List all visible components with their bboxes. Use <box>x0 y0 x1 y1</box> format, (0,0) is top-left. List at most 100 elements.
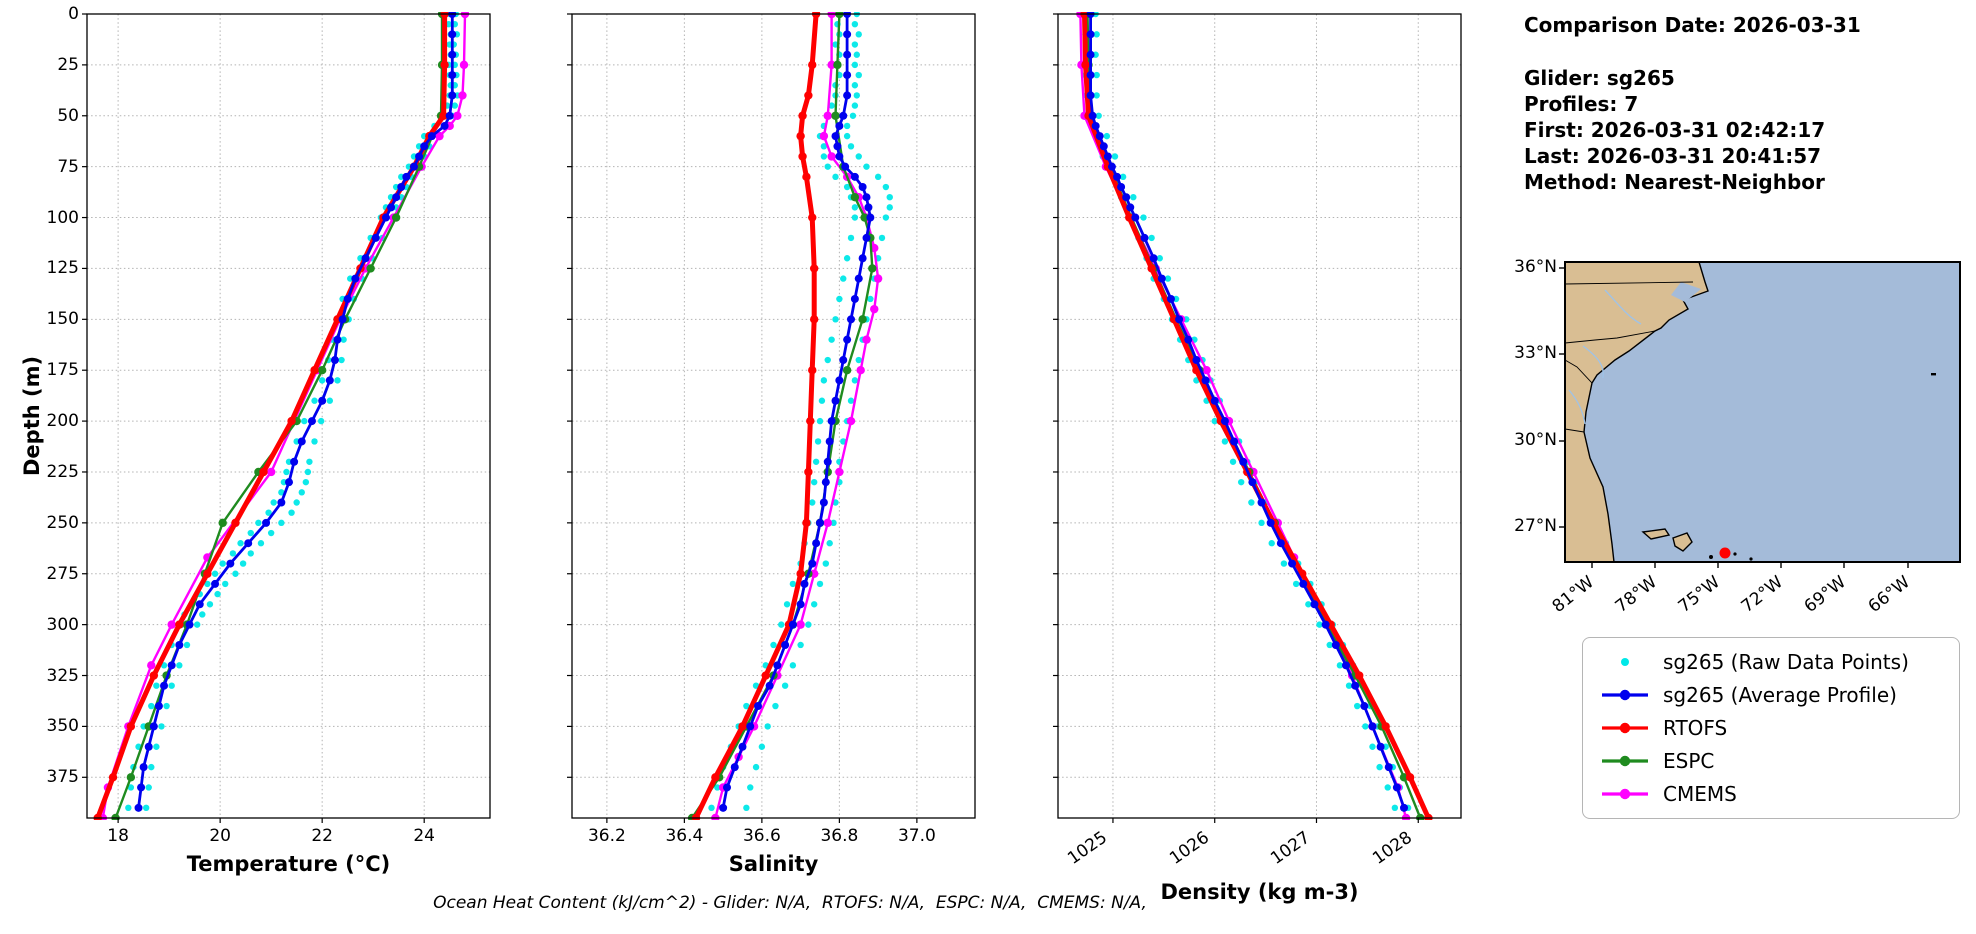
x-tick-label: 20 <box>209 826 231 846</box>
plot-frame <box>571 13 976 819</box>
map-lon-label: 81°W <box>1548 572 1598 617</box>
map-state-border-2 <box>1564 330 1656 344</box>
map-state-border-3 <box>1564 359 1593 384</box>
legend-marker-line <box>1602 722 1648 734</box>
x-tick-label: 36.8 <box>820 826 859 846</box>
map-river-3 <box>1568 389 1586 425</box>
y-tick-label: 375 <box>46 767 79 788</box>
legend-marker-line <box>1602 755 1648 767</box>
first-profile-text: First: 2026-03-31 02:42:17 <box>1524 118 1826 142</box>
map-river-2 <box>1582 345 1604 379</box>
x-tick-label: 24 <box>413 826 435 846</box>
map-island-grand-bahama <box>1641 528 1671 540</box>
legend: sg265 (Raw Data Points) sg265 (Average Pr… <box>1582 637 1960 819</box>
map-island-speck-3 <box>1749 557 1753 561</box>
series-espc <box>687 12 877 820</box>
y-tick-label: 275 <box>46 563 79 584</box>
info-panel: Comparison Date: 2026-03-31 Glider: sg26… <box>1524 12 1861 195</box>
map-lon-label: 69°W <box>1800 572 1850 617</box>
y-tick-label: 25 <box>57 54 79 75</box>
last-profile-text: Last: 2026-03-31 20:41:57 <box>1524 144 1822 168</box>
x-tick-label: 18 <box>107 826 129 846</box>
x-tick-label: 1025 <box>1064 827 1111 869</box>
map-lon-label: 66°W <box>1864 572 1914 617</box>
legend-label: ESPC <box>1663 749 1715 773</box>
legend-entry: RTOFS <box>1599 716 1943 740</box>
temperature-axis-title: Temperature (°C) <box>186 852 391 876</box>
series-rtofs <box>691 12 821 820</box>
plot-frame <box>1057 13 1462 819</box>
x-tick-label: 36.6 <box>742 826 781 846</box>
series-rtofs <box>1080 12 1433 820</box>
salinity-profile-plot <box>567 12 976 823</box>
legend-entry: sg265 (Raw Data Points) <box>1599 650 1943 674</box>
density-axis-title: Density (kg m-3) <box>1160 880 1359 904</box>
location-map: 81°W 78°W 75°W 72°W 69°W 66°W 36°N 33°N 30°N 27°N <box>1514 257 1961 617</box>
method-text: Method: Nearest-Neighbor <box>1524 170 1825 194</box>
x-tick-label: 1028 <box>1369 827 1417 869</box>
map-state-border-1 <box>1564 281 1694 285</box>
map-lat-label: 27°N <box>1514 516 1557 536</box>
ocean-heat-content-note: Ocean Heat Content (kJ/cm^2) - Glider: N… <box>433 893 1147 913</box>
legend-label: sg265 (Raw Data Points) <box>1663 650 1909 674</box>
map-sound <box>1671 282 1701 302</box>
y-tick-label: 125 <box>46 258 79 279</box>
y-tick-label: 250 <box>46 512 79 533</box>
legend-entry: ESPC <box>1599 749 1943 773</box>
legend-marker-line <box>1602 788 1648 800</box>
legend-label: sg265 (Average Profile) <box>1663 683 1897 707</box>
legend-marker-line <box>1602 689 1648 701</box>
series-rtofs <box>93 12 449 820</box>
x-tick-label: 36.2 <box>587 826 626 846</box>
series-sg265-average-profile- <box>1086 12 1409 812</box>
y-tick-label: 225 <box>46 461 79 482</box>
legend-label: RTOFS <box>1663 716 1728 740</box>
map-river-1 <box>1604 289 1642 325</box>
map-island-abaco <box>1672 532 1693 552</box>
map-island-bermuda <box>1931 373 1936 376</box>
y-tick-label: 150 <box>46 309 79 330</box>
y-tick-label: 100 <box>46 207 79 228</box>
map-land <box>1564 261 1709 563</box>
legend-entry: sg265 (Average Profile) <box>1599 683 1943 707</box>
map-lat-label: 30°N <box>1514 430 1557 450</box>
map-lat-label: 33°N <box>1514 343 1557 363</box>
glider-position-marker <box>1719 547 1731 559</box>
x-tick-label: 1026 <box>1165 827 1213 869</box>
salinity-panel: Salinity 36.2 36.4 36.6 36.8 37.0 <box>567 12 976 876</box>
map-border <box>1564 261 1961 563</box>
map-state-border-4 <box>1564 428 1585 433</box>
x-tick-label: 36.4 <box>665 826 704 846</box>
y-tick-label: 50 <box>57 105 79 126</box>
comparison-date-text: Comparison Date: 2026-03-31 <box>1524 13 1861 37</box>
legend-marker-dot <box>1621 658 1629 666</box>
legend-label: CMEMS <box>1663 782 1737 806</box>
plot-frame <box>86 13 491 819</box>
x-tick-label: 22 <box>311 826 333 846</box>
y-tick-label: 300 <box>46 614 79 635</box>
series-cmems <box>711 12 883 820</box>
y-tick-label: 0 <box>68 4 79 24</box>
y-tick-label: 325 <box>46 665 79 686</box>
profiles-text: Profiles: 7 <box>1524 92 1639 116</box>
series-cmems <box>98 12 470 820</box>
map-island-speck-2 <box>1733 552 1737 556</box>
temperature-profile-plot <box>82 12 491 823</box>
map-lon-label: 75°W <box>1674 572 1724 617</box>
glider-text: Glider: sg265 <box>1524 66 1675 90</box>
legend-entry: CMEMS <box>1599 782 1943 806</box>
series-sg265-average-profile- <box>134 12 457 812</box>
map-lat-label: 36°N <box>1514 257 1557 277</box>
salinity-axis-title: Salinity <box>728 852 819 876</box>
series-cmems <box>1076 12 1411 820</box>
y-tick-label: 175 <box>46 360 79 381</box>
map-island-speck-1 <box>1709 555 1713 559</box>
x-tick-label: 1027 <box>1267 827 1315 869</box>
series-sg265-average-profile- <box>719 12 875 812</box>
temperature-panel: Temperature (°C) 18 20 22 24 0 25 50 75 100 125 15… <box>47 4 491 876</box>
density-panel: Density (kg m-3) 1025 1026 1027 1028 <box>1053 12 1462 904</box>
density-profile-plot <box>1053 12 1462 823</box>
map-lon-label: 78°W <box>1611 572 1661 617</box>
y-tick-label: 75 <box>57 156 79 177</box>
